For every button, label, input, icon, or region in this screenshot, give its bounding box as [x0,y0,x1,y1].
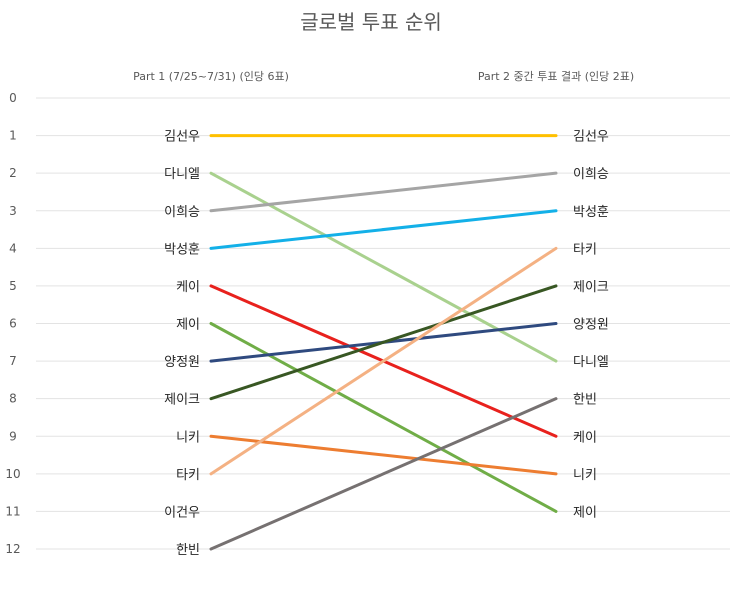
series-label-right: 케이 [573,430,597,445]
series-label-left: 케이 [176,280,200,295]
y-tick-label: 4 [9,241,17,255]
series-label-right: 타키 [573,242,597,257]
y-tick-label: 9 [9,429,17,443]
series-label-left: 다니엘 [164,167,200,182]
series-label-right: 양정원 [573,318,609,333]
y-tick-label: 7 [9,354,17,368]
series-label-left: 이건우 [164,505,200,520]
y-tick-label: 11 [5,504,20,518]
series-label-right: 다니엘 [573,355,609,370]
y-tick-label: 12 [5,542,20,556]
series-label-left: 이희승 [164,205,200,220]
series-line-11 [209,397,558,551]
series-line-7 [209,284,558,401]
series-label-left: 제이크 [164,393,200,408]
y-tick-label: 8 [9,392,17,406]
series-line-5 [209,322,558,513]
series-label-left: 니키 [176,430,200,445]
series-line-2 [209,171,558,213]
y-tick-label: 5 [9,279,17,293]
series-label-left: 양정원 [164,355,200,370]
series-label-right: 니키 [573,468,597,483]
y-tick-label: 2 [9,166,17,180]
series-label-right: 이희승 [573,167,609,182]
series-lines [209,134,558,551]
series-line-3 [209,209,558,250]
series-labels: 김선우 김선우다니엘다니엘이희승이희승박성훈박성훈케이케이제이제이양정원양정원제이… [164,130,609,558]
series-label-right: 제이 [573,505,597,520]
series-line-8 [209,434,558,476]
series-label-right: 김선우 [573,130,609,145]
series-line-1 [209,171,558,363]
x-category-part1: Part 1 (7/25~7/31) (인당 6표) [133,70,289,83]
series-label-left: 한빈 [176,543,200,558]
series-label-left: 김선우 [164,130,200,145]
y-tick-label: 0 [9,91,17,105]
y-tick-label: 6 [9,317,17,331]
series-line-9 [209,246,558,476]
chart-title: 글로벌 투표 순위 [300,10,442,34]
series-label-left: 타키 [176,468,200,483]
series-label-right: 한빈 [573,393,597,408]
series-label-left: 박성훈 [164,242,200,257]
y-tick-label: 3 [9,204,17,218]
series-label-right: 제이크 [573,280,609,295]
series-label-left: 제이 [176,318,200,333]
x-category-part2: Part 2 중간 투표 결과 (인당 2표) [478,70,634,83]
y-tick-label: 10 [5,467,20,481]
series-label-right: 박성훈 [573,205,609,220]
gridlines [36,97,730,550]
y-tick-label: 1 [9,129,17,143]
